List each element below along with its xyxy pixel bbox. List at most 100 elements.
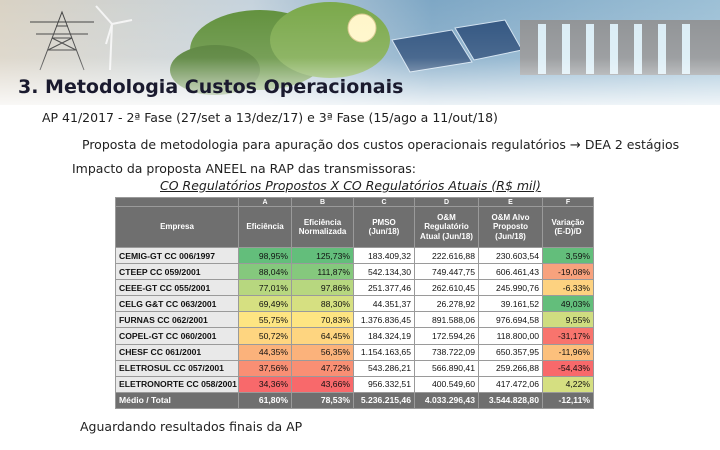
column-header: PMSO (Jun/18) <box>353 206 415 248</box>
om-current-cell: 400.549,60 <box>414 375 479 393</box>
column-letter: B <box>291 197 354 207</box>
efficiency-cell: 98,95% <box>238 246 292 265</box>
proposal-line: Proposta de metodologia para apuração do… <box>82 137 679 153</box>
om-target-cell: 3.544.828,80 <box>478 391 543 410</box>
company-cell: CHESF CC 061/2001 <box>115 343 239 361</box>
proposal-text: Proposta de metodologia para apuração do… <box>82 137 566 152</box>
table-row: CHESF CC 061/2001 44,35% 56,35% 1.154.16… <box>115 343 594 361</box>
pmso-cell: 543.286,21 <box>353 359 415 377</box>
pmso-cell: 183.409,32 <box>353 246 415 265</box>
om-current-cell: 222.616,88 <box>414 246 479 265</box>
table-row: COPEL-GT CC 060/2001 50,72% 64,45% 184.3… <box>115 327 594 345</box>
table-row: CEEE-GT CC 055/2001 77,01% 97,86% 251.37… <box>115 279 594 297</box>
om-current-cell: 566.890,41 <box>414 359 479 377</box>
om-current-cell: 749.447,75 <box>414 263 479 281</box>
arrow-right-icon: → <box>569 138 581 153</box>
efficiency-cell: 88,04% <box>238 263 292 281</box>
pmso-cell: 542.134,30 <box>353 263 415 281</box>
variation-cell: -12,11% <box>542 391 594 410</box>
table-header-row: Empresa Eficiência Eficiência Normalizad… <box>115 206 594 248</box>
company-cell: ELETROSUL CC 057/2001 <box>115 359 239 377</box>
column-header: Variação (E-D)/D <box>542 206 594 248</box>
normalized-efficiency-cell: 97,86% <box>291 279 354 297</box>
normalized-efficiency-cell: 111,87% <box>291 263 354 281</box>
dea-text: DEA 2 estágios <box>584 137 680 152</box>
efficiency-cell: 34,36% <box>238 375 292 393</box>
page-title: 3. Metodologia Custos Operacionais <box>18 76 404 98</box>
variation-cell: 3,59% <box>542 246 594 265</box>
pmso-cell: 5.236.215,46 <box>353 391 415 410</box>
variation-cell: -54,43% <box>542 359 594 377</box>
column-header: O&M Regulatório Atual (Jun/18) <box>414 206 479 248</box>
normalized-efficiency-cell: 47,72% <box>291 359 354 377</box>
om-target-cell: 606.461,43 <box>478 263 543 281</box>
awaiting-results-note: Aguardando resultados finais da AP <box>80 419 303 434</box>
company-cell: CELG G&T CC 063/2001 <box>115 295 239 313</box>
normalized-efficiency-cell: 125,73% <box>291 246 354 265</box>
variation-cell: 9,55% <box>542 311 594 329</box>
om-target-cell: 259.266,88 <box>478 359 543 377</box>
om-current-cell: 891.588,06 <box>414 311 479 329</box>
om-current-cell: 172.594,26 <box>414 327 479 345</box>
total-label-cell: Médio / Total <box>115 391 239 410</box>
table-row: ELETRONORTE CC 058/2001 34,36% 43,66% 95… <box>115 375 594 393</box>
column-letter: C <box>353 197 415 207</box>
pmso-cell: 1.376.836,45 <box>353 311 415 329</box>
normalized-efficiency-cell: 43,66% <box>291 375 354 393</box>
pmso-cell: 251.377,46 <box>353 279 415 297</box>
pmso-cell: 44.351,37 <box>353 295 415 313</box>
variation-cell: -31,17% <box>542 327 594 345</box>
om-target-cell: 118.800,00 <box>478 327 543 345</box>
header-banner: 3. Metodologia Custos Operacionais <box>0 0 720 105</box>
efficiency-cell: 61,80% <box>238 391 292 410</box>
co-comparison-table: A B C D E F Empresa Eficiência Eficiênci… <box>115 197 594 410</box>
header-background-image <box>0 0 720 105</box>
column-header: O&M Alvo Proposto (Jun/18) <box>478 206 543 248</box>
table-row: ELETROSUL CC 057/2001 37,56% 47,72% 543.… <box>115 359 594 377</box>
impact-line: Impacto da proposta ANEEL na RAP das tra… <box>72 161 416 176</box>
table-row: CTEEP CC 059/2001 88,04% 111,87% 542.134… <box>115 263 594 281</box>
om-target-cell: 245.990,76 <box>478 279 543 297</box>
column-letter: E <box>478 197 543 207</box>
column-header: Eficiência <box>238 206 292 248</box>
pmso-cell: 956.332,51 <box>353 375 415 393</box>
efficiency-cell: 69,49% <box>238 295 292 313</box>
company-cell: CEMIG-GT CC 006/1997 <box>115 246 239 265</box>
table-row: FURNAS CC 062/2001 55,75% 70,83% 1.376.8… <box>115 311 594 329</box>
om-target-cell: 650.357,95 <box>478 343 543 361</box>
normalized-efficiency-cell: 88,30% <box>291 295 354 313</box>
pmso-cell: 1.154.163,65 <box>353 343 415 361</box>
om-target-cell: 39.161,52 <box>478 295 543 313</box>
variation-cell: 49,03% <box>542 295 594 313</box>
pmso-cell: 184.324,19 <box>353 327 415 345</box>
variation-cell: -11,96% <box>542 343 594 361</box>
efficiency-cell: 44,35% <box>238 343 292 361</box>
normalized-efficiency-cell: 56,35% <box>291 343 354 361</box>
om-target-cell: 417.472,06 <box>478 375 543 393</box>
column-letter: F <box>542 197 594 207</box>
normalized-efficiency-cell: 78,53% <box>291 391 354 410</box>
om-current-cell: 262.610,45 <box>414 279 479 297</box>
variation-cell: -19,08% <box>542 263 594 281</box>
table-row: CELG G&T CC 063/2001 69,49% 88,30% 44.35… <box>115 295 594 313</box>
ap-phase-line: AP 41/2017 - 2ª Fase (27/set a 13/dez/17… <box>42 110 498 125</box>
table-subtitle: CO Regulatórios Propostos X CO Regulatór… <box>160 178 541 193</box>
om-current-cell: 738.722,09 <box>414 343 479 361</box>
column-letters-row: A B C D E F <box>115 197 594 207</box>
variation-cell: -6,33% <box>542 279 594 297</box>
company-cell: ELETRONORTE CC 058/2001 <box>115 375 239 393</box>
column-letter: D <box>414 197 479 207</box>
column-header: Eficiência Normalizada <box>291 206 354 248</box>
table-total-row: Médio / Total 61,80% 78,53% 5.236.215,46… <box>115 391 594 410</box>
om-current-cell: 4.033.296,43 <box>414 391 479 410</box>
variation-cell: 4,22% <box>542 375 594 393</box>
company-cell: CTEEP CC 059/2001 <box>115 263 239 281</box>
column-letter: A <box>238 197 292 207</box>
normalized-efficiency-cell: 64,45% <box>291 327 354 345</box>
company-cell: COPEL-GT CC 060/2001 <box>115 327 239 345</box>
om-target-cell: 230.603,54 <box>478 246 543 265</box>
company-cell: FURNAS CC 062/2001 <box>115 311 239 329</box>
column-header: Empresa <box>115 206 239 248</box>
efficiency-cell: 77,01% <box>238 279 292 297</box>
om-target-cell: 976.694,58 <box>478 311 543 329</box>
